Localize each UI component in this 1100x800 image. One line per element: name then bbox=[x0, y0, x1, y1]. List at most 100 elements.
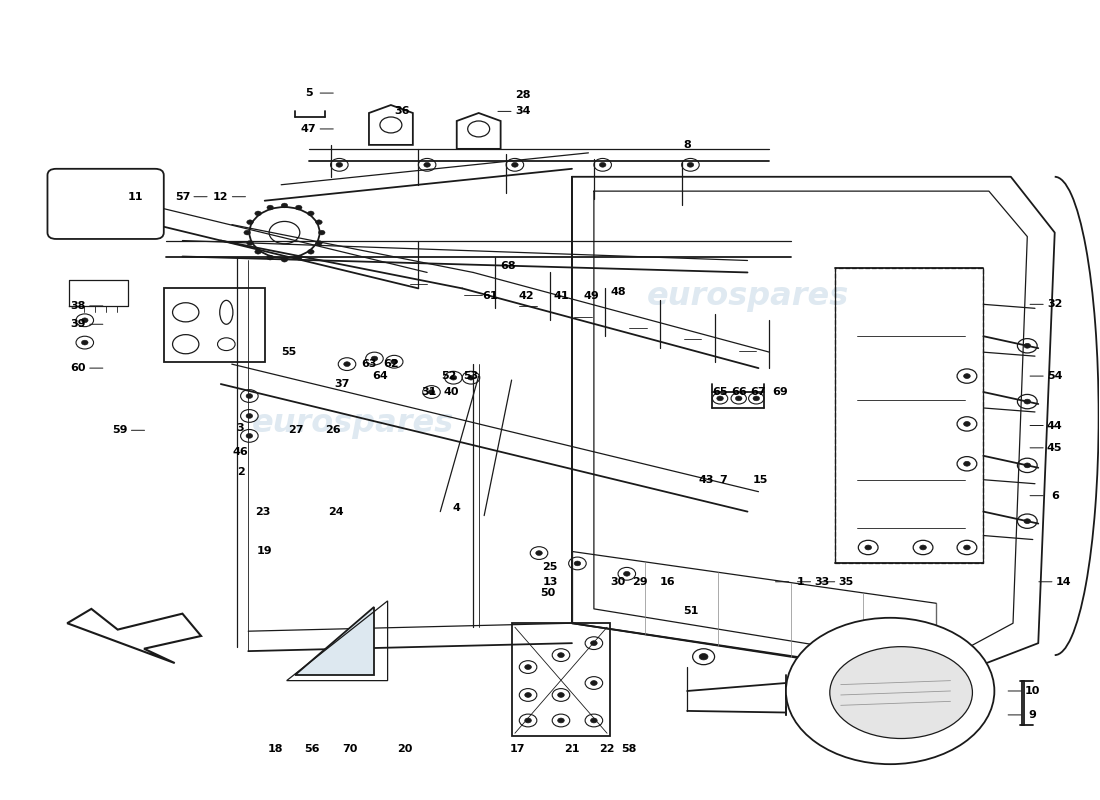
Circle shape bbox=[624, 571, 630, 576]
Text: 5: 5 bbox=[305, 88, 312, 98]
Text: 11: 11 bbox=[128, 192, 143, 202]
Circle shape bbox=[255, 250, 262, 254]
Circle shape bbox=[282, 258, 288, 262]
Circle shape bbox=[591, 718, 597, 723]
Text: 56: 56 bbox=[305, 744, 320, 754]
Text: 25: 25 bbox=[542, 562, 558, 573]
Text: 14: 14 bbox=[1056, 577, 1071, 586]
Text: 34: 34 bbox=[515, 106, 530, 117]
Text: 45: 45 bbox=[1047, 443, 1063, 453]
Circle shape bbox=[1024, 343, 1031, 348]
Text: 31: 31 bbox=[421, 387, 437, 397]
Text: 60: 60 bbox=[70, 363, 86, 373]
Text: 29: 29 bbox=[632, 577, 648, 586]
Circle shape bbox=[371, 356, 377, 361]
Text: 20: 20 bbox=[397, 744, 412, 754]
Text: 35: 35 bbox=[838, 577, 854, 586]
Text: 27: 27 bbox=[288, 426, 304, 435]
Circle shape bbox=[78, 196, 96, 209]
Text: 48: 48 bbox=[610, 287, 626, 298]
Text: 47: 47 bbox=[300, 124, 317, 134]
Circle shape bbox=[450, 375, 456, 380]
Circle shape bbox=[736, 396, 743, 401]
Circle shape bbox=[1024, 463, 1031, 468]
Circle shape bbox=[81, 318, 88, 322]
Text: eurospares: eurospares bbox=[647, 281, 848, 312]
Text: 3: 3 bbox=[236, 423, 244, 433]
Circle shape bbox=[964, 422, 970, 426]
Text: 54: 54 bbox=[1047, 371, 1063, 381]
Text: 62: 62 bbox=[383, 359, 398, 369]
Circle shape bbox=[717, 396, 724, 401]
Circle shape bbox=[390, 359, 397, 364]
Circle shape bbox=[591, 641, 597, 646]
Circle shape bbox=[308, 211, 315, 216]
FancyBboxPatch shape bbox=[47, 169, 164, 239]
Text: 43: 43 bbox=[698, 474, 714, 485]
Text: 38: 38 bbox=[70, 301, 86, 311]
Circle shape bbox=[319, 230, 326, 235]
Circle shape bbox=[424, 162, 430, 167]
Text: 30: 30 bbox=[610, 577, 626, 586]
Ellipse shape bbox=[785, 618, 994, 764]
Circle shape bbox=[558, 653, 564, 658]
Text: 13: 13 bbox=[542, 577, 558, 586]
Circle shape bbox=[964, 374, 970, 378]
Text: 19: 19 bbox=[257, 546, 273, 557]
Text: 42: 42 bbox=[518, 291, 534, 302]
Circle shape bbox=[920, 545, 926, 550]
Circle shape bbox=[525, 665, 531, 670]
Text: 64: 64 bbox=[372, 371, 388, 381]
Circle shape bbox=[536, 550, 542, 555]
Text: 22: 22 bbox=[600, 744, 615, 754]
Circle shape bbox=[267, 205, 274, 210]
Text: 32: 32 bbox=[1047, 299, 1063, 310]
Circle shape bbox=[246, 394, 253, 398]
Circle shape bbox=[316, 241, 322, 246]
Circle shape bbox=[558, 718, 564, 723]
Text: 15: 15 bbox=[754, 474, 769, 485]
Text: 50: 50 bbox=[540, 588, 556, 598]
Text: 24: 24 bbox=[328, 506, 344, 517]
Circle shape bbox=[525, 693, 531, 698]
Text: 58: 58 bbox=[621, 744, 637, 754]
Text: 41: 41 bbox=[553, 291, 569, 302]
Circle shape bbox=[267, 255, 274, 260]
Circle shape bbox=[343, 362, 350, 366]
Text: 28: 28 bbox=[515, 90, 530, 101]
Circle shape bbox=[525, 718, 531, 723]
Text: 18: 18 bbox=[268, 744, 284, 754]
Text: 65: 65 bbox=[713, 387, 728, 397]
Circle shape bbox=[600, 162, 606, 167]
Circle shape bbox=[246, 241, 253, 246]
Circle shape bbox=[316, 220, 322, 225]
Circle shape bbox=[308, 250, 315, 254]
Text: 1: 1 bbox=[796, 577, 804, 586]
Text: 46: 46 bbox=[233, 447, 249, 457]
Text: 36: 36 bbox=[394, 106, 409, 117]
Text: 61: 61 bbox=[482, 291, 497, 302]
Text: eurospares: eurospares bbox=[252, 409, 453, 439]
Circle shape bbox=[1024, 399, 1031, 404]
Text: 17: 17 bbox=[509, 744, 525, 754]
Circle shape bbox=[512, 162, 518, 167]
Polygon shape bbox=[67, 609, 201, 663]
Text: 39: 39 bbox=[70, 319, 86, 330]
Text: 70: 70 bbox=[342, 744, 358, 754]
Text: 49: 49 bbox=[584, 291, 600, 302]
Text: 69: 69 bbox=[772, 387, 789, 397]
Text: 8: 8 bbox=[683, 140, 691, 150]
Text: 55: 55 bbox=[282, 347, 297, 357]
Text: 57: 57 bbox=[175, 192, 190, 202]
Text: 52: 52 bbox=[441, 371, 456, 381]
Text: 40: 40 bbox=[443, 387, 459, 397]
Text: 7: 7 bbox=[719, 474, 727, 485]
Circle shape bbox=[282, 203, 288, 208]
Text: 10: 10 bbox=[1025, 686, 1041, 696]
Text: 16: 16 bbox=[660, 577, 675, 586]
Text: 68: 68 bbox=[500, 261, 516, 271]
Polygon shape bbox=[296, 607, 374, 675]
Text: 26: 26 bbox=[324, 426, 341, 435]
Circle shape bbox=[1024, 518, 1031, 523]
Text: 9: 9 bbox=[1028, 710, 1036, 720]
